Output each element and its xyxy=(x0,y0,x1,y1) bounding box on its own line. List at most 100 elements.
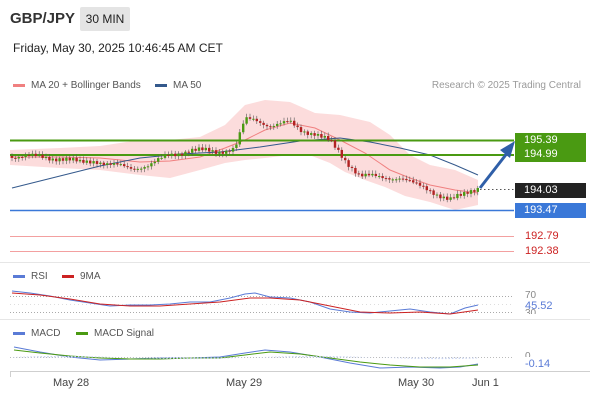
rsi-line xyxy=(11,290,479,315)
macd-histogram-bar xyxy=(264,356,267,358)
macd-histogram-bar xyxy=(319,355,321,358)
candle-body xyxy=(381,176,384,179)
candle-body xyxy=(197,147,201,151)
candle-body xyxy=(323,135,326,138)
macd-histogram-bar xyxy=(91,356,93,358)
macd-histogram-bar xyxy=(186,357,189,360)
macd-histogram-bar xyxy=(438,357,440,360)
candle-body xyxy=(316,134,320,136)
macd-histogram-bar xyxy=(298,356,301,358)
candle-body xyxy=(221,151,224,154)
macd-histogram-bar xyxy=(322,355,325,358)
macd-histogram-bar xyxy=(397,357,399,359)
macd-histogram-bar xyxy=(30,356,32,358)
candle-body xyxy=(418,182,422,186)
candle-body xyxy=(68,157,71,161)
macd-histogram-bar xyxy=(390,357,393,359)
datetime-label: Friday, May 30, 2025 10:46:45 AM CET xyxy=(13,41,223,55)
candle-body xyxy=(333,140,337,148)
macd-histogram-bar xyxy=(37,356,39,358)
candle-body xyxy=(327,135,330,141)
macd-histogram-bar xyxy=(332,356,335,358)
candle-body xyxy=(337,147,340,150)
macd-histogram-bar xyxy=(173,357,175,359)
candle-body xyxy=(123,164,126,167)
candle-body xyxy=(354,167,357,174)
candle-body xyxy=(133,168,136,170)
macd-histogram-bar xyxy=(54,355,56,358)
macd-swatch xyxy=(13,332,25,335)
candle-body xyxy=(252,118,255,120)
candle-body xyxy=(34,153,37,156)
candle-body xyxy=(231,147,235,152)
x-axis-label-may30: May 30 xyxy=(398,377,435,389)
rsi-ma-swatch xyxy=(62,275,74,278)
candle-body xyxy=(255,118,258,122)
candle-body xyxy=(452,197,456,199)
candle-body xyxy=(248,117,252,119)
candle-body xyxy=(259,121,262,123)
candle-body xyxy=(140,168,143,170)
macd-histogram-bar xyxy=(33,356,36,358)
candle-body xyxy=(225,150,228,154)
macd-histogram-bar xyxy=(448,357,450,360)
candle-body xyxy=(31,153,34,156)
macd-histogram-bar xyxy=(77,356,80,358)
candle-body xyxy=(405,178,408,181)
candle-body xyxy=(293,120,296,126)
macd-histogram-bar xyxy=(74,355,76,358)
candle-body xyxy=(153,161,156,164)
macd-histogram-bar xyxy=(394,357,396,359)
research-credit: Research © 2025 Trading Central xyxy=(431,80,581,91)
macd-histogram-bar xyxy=(152,357,155,359)
candle-body xyxy=(299,127,303,133)
candle-body xyxy=(85,160,88,163)
candle-body xyxy=(473,190,476,192)
candle-body xyxy=(446,196,449,200)
candle-body xyxy=(75,157,78,162)
candle-body xyxy=(194,148,197,151)
candle-body xyxy=(99,162,102,164)
candle-body xyxy=(401,178,405,180)
macd-histogram-bar xyxy=(336,356,338,358)
candle-body xyxy=(92,161,95,164)
macd-histogram-bar xyxy=(179,357,182,360)
macd-histogram-bar xyxy=(472,357,474,359)
macd-histogram-bar xyxy=(67,355,70,358)
macd-histogram-bar xyxy=(363,356,365,358)
candle-body xyxy=(476,187,479,192)
macd-histogram-bar xyxy=(139,357,141,359)
candle-body xyxy=(432,190,435,195)
candle-body xyxy=(119,164,122,166)
level-label-1: 192.79 xyxy=(525,230,559,242)
candle-body xyxy=(384,178,388,180)
candle-body xyxy=(439,194,442,199)
macd-signal-swatch xyxy=(76,332,88,335)
macd-histogram-bar xyxy=(64,355,66,358)
candle-body xyxy=(116,163,119,165)
macd-histogram-bar xyxy=(346,356,348,358)
candle-body xyxy=(282,121,286,124)
candle-body xyxy=(245,117,248,124)
interval-button[interactable]: 30 MIN xyxy=(80,7,130,31)
forecast-arrow-shaft xyxy=(478,151,510,189)
candle-body xyxy=(415,182,418,184)
macd-histogram-bar xyxy=(217,357,219,359)
ma50-legend-label: MA 50 xyxy=(173,80,202,91)
macd-histogram-bar xyxy=(445,357,447,360)
macd-histogram-bar xyxy=(462,357,464,359)
macd-histogram-bar xyxy=(468,357,471,359)
macd-histogram-bar xyxy=(434,357,437,360)
candle-body xyxy=(24,154,27,158)
candle-body xyxy=(10,156,14,158)
candle-body xyxy=(201,147,204,151)
macd-histogram-bar xyxy=(295,356,297,358)
ma50-swatch xyxy=(155,84,167,87)
candle-body xyxy=(44,156,48,159)
candle-body xyxy=(435,194,439,196)
candle-body xyxy=(48,156,51,161)
macd-histogram-bar xyxy=(166,357,168,359)
macd-histogram-bar xyxy=(224,357,226,359)
macd-histogram-bar xyxy=(234,357,236,359)
